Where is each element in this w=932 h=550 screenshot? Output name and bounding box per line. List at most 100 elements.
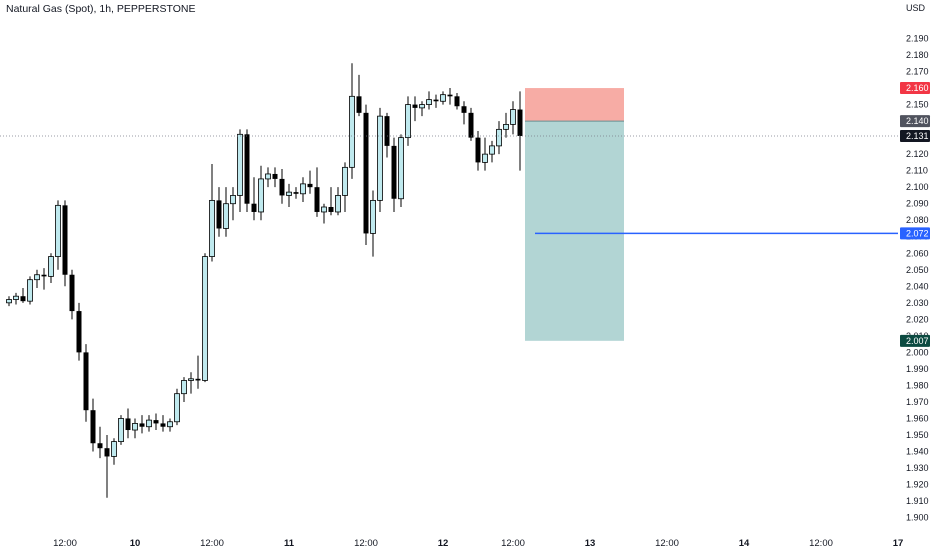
candle — [20, 287, 26, 303]
candle-body-up — [181, 380, 187, 395]
candle-body-up — [202, 256, 208, 381]
candle — [433, 94, 439, 108]
candle-body-down — [454, 96, 460, 107]
candle-body-up — [426, 99, 432, 105]
candle — [405, 96, 411, 146]
candle-body-up — [118, 418, 124, 442]
candle — [34, 269, 40, 288]
current-price-badge-text: 2.131 — [906, 131, 929, 141]
overlay-lines — [0, 135, 898, 235]
candle — [468, 107, 474, 141]
candle-body-up — [349, 95, 355, 168]
candle — [426, 91, 432, 110]
candle-body-up — [503, 124, 509, 130]
candle-body-up — [370, 199, 376, 234]
candle — [251, 177, 257, 221]
level-price-badge: 2.072 — [900, 227, 930, 240]
y-tick-label: 1.960 — [906, 413, 929, 423]
x-tick-label: 12:00 — [53, 538, 77, 549]
candle — [349, 63, 355, 179]
x-tick-label: 12:00 — [200, 538, 224, 549]
y-tick-label: 2.000 — [906, 347, 929, 357]
x-tick-label: 10 — [130, 538, 141, 549]
candle — [146, 415, 152, 432]
chart-title: Natural Gas (Spot), 1h, PEPPERSTONE — [6, 3, 196, 15]
candle-body-up — [286, 191, 292, 196]
candle-body-down — [90, 410, 96, 444]
candle-body-up — [405, 104, 411, 139]
candle-body-down — [391, 145, 397, 199]
candle-body-down — [314, 187, 320, 212]
currency-label: USD — [906, 3, 926, 13]
candle — [503, 112, 509, 138]
candle — [62, 200, 68, 287]
candle-body-down — [139, 423, 145, 427]
y-tick-label: 1.900 — [906, 513, 929, 523]
candle-body-down — [363, 112, 369, 234]
y-tick-label: 2.180 — [906, 50, 929, 60]
candle — [321, 203, 327, 224]
y-tick-label: 2.150 — [906, 100, 929, 110]
candle — [48, 253, 54, 283]
time-axis: 12:00 10 12:00 11 12:00 12 12:00 13 12:00 14 12:00… — [53, 538, 903, 549]
price-badges: 2.160 2.140 2.131 2.072 2.007 — [900, 82, 930, 347]
candle — [265, 167, 271, 188]
candle — [27, 276, 33, 305]
candle — [342, 162, 348, 212]
candle — [482, 137, 488, 171]
price-axis: USD2.1902.1802.1702.1602.1502.1402.1302.… — [906, 3, 929, 523]
candle — [314, 167, 320, 217]
candle-body-down — [272, 173, 278, 179]
candle — [139, 415, 145, 434]
candle-body-down — [41, 274, 47, 277]
candle — [447, 88, 453, 105]
level-price-badge-bg — [900, 227, 930, 240]
candle — [517, 91, 523, 171]
y-tick-label: 2.120 — [906, 149, 929, 159]
candle-body-down — [104, 448, 110, 457]
candle-body-up — [335, 195, 341, 213]
target-price-badge-text: 2.007 — [906, 336, 929, 346]
candle-body-down — [447, 94, 453, 97]
take-profit-zone — [525, 121, 624, 341]
candle-body-up — [496, 128, 502, 147]
candle-body-up — [188, 378, 194, 381]
candle-body-up — [209, 199, 215, 257]
candle-body-down — [97, 443, 103, 449]
candle — [293, 187, 299, 199]
candle — [356, 74, 362, 117]
candle — [496, 121, 502, 155]
candle-body-up — [237, 133, 243, 196]
candle-body-down — [195, 378, 201, 381]
candle — [440, 91, 446, 105]
candle-body-up — [377, 115, 383, 201]
candle-body-up — [419, 104, 425, 109]
candle — [272, 167, 278, 188]
y-tick-label: 2.090 — [906, 199, 929, 209]
candle — [209, 164, 215, 262]
y-tick-label: 2.030 — [906, 298, 929, 308]
position-zones — [525, 88, 624, 341]
candle — [300, 177, 306, 203]
candle — [419, 101, 425, 117]
x-tick-label: 13 — [585, 538, 596, 549]
candle-body-down — [20, 296, 26, 302]
candle-body-down — [517, 109, 523, 136]
candle-body-down — [468, 112, 474, 138]
candle-body-up — [489, 145, 495, 155]
candle-body-up — [13, 295, 19, 300]
candle — [83, 344, 89, 422]
candle — [160, 415, 166, 432]
candle — [230, 187, 236, 221]
stop-price-badge-text: 2.160 — [906, 83, 929, 93]
entry-price-badge-text: 2.140 — [906, 116, 929, 126]
candle-body-down — [412, 104, 418, 108]
y-tick-label: 2.040 — [906, 281, 929, 291]
candle-body-down — [293, 192, 299, 194]
x-tick-label: 11 — [284, 538, 295, 549]
candle — [475, 131, 481, 171]
candlestick-series — [6, 63, 523, 498]
candle — [118, 415, 124, 445]
candle-body-up — [342, 166, 348, 196]
